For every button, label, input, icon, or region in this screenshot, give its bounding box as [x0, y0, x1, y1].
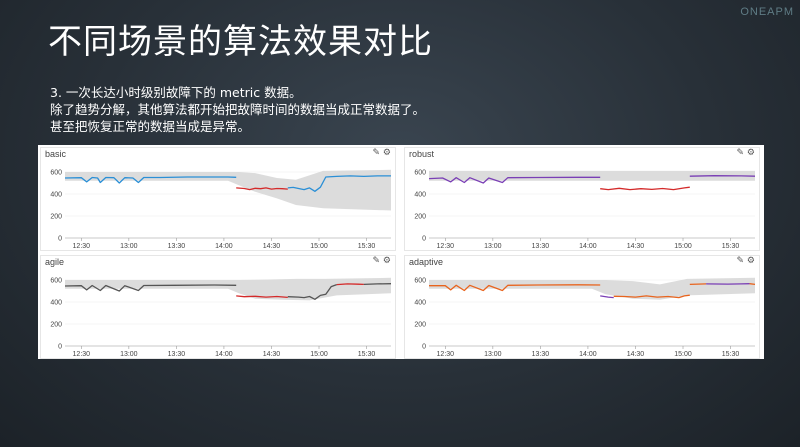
gear-icon[interactable]: ⚙ [382, 256, 391, 266]
x-tick-label: 13:30 [168, 243, 186, 250]
confidence-band [429, 277, 755, 300]
gear-icon[interactable]: ⚙ [746, 148, 755, 158]
gear-icon[interactable]: ⚙ [382, 148, 391, 158]
x-tick-label: 12:30 [437, 351, 455, 358]
x-tick-label: 15:30 [358, 243, 376, 250]
series-line-normal-orange [749, 283, 756, 286]
y-tick-label: 0 [422, 344, 426, 351]
description-line-1: 3. 一次长达小时级别故障下的 metric 数据。 [50, 85, 302, 100]
panel-adaptive: adaptive ✎ ⚙ 0 200 400 600 12:30 13:00 13:30 14:0… [404, 255, 760, 359]
x-tick-label: 15:00 [674, 351, 692, 358]
series-line-normal-orange [689, 283, 707, 286]
y-tick-label: 600 [50, 278, 62, 285]
edit-icon[interactable]: ✎ [372, 256, 383, 266]
panel-toolbar: ✎ ⚙ [373, 148, 391, 158]
panel-agile: agile ✎ ⚙ 0 200 400 600 12:30 13:00 13:30 14:00 14… [40, 255, 396, 359]
chart-title: agile [45, 257, 65, 267]
chart-canvas: 0 200 400 600 12:30 13:00 13:30 14:00 14:30 15:00… [50, 169, 391, 250]
description-line-3: 甚至把恢复正常的数据当成是异常。 [50, 119, 251, 134]
x-tick-label: 15:30 [722, 243, 740, 250]
y-tick-label: 400 [50, 192, 62, 199]
edit-icon[interactable]: ✎ [736, 256, 747, 266]
x-tick-label: 14:00 [579, 351, 597, 358]
x-tick-label: 13:00 [120, 351, 138, 358]
y-tick-label: 200 [50, 214, 62, 221]
x-tick-label: 13:30 [532, 243, 550, 250]
x-tick-label: 15:00 [310, 351, 328, 358]
x-tick-label: 12:30 [437, 243, 455, 250]
y-tick-label: 600 [50, 170, 62, 177]
panel-toolbar: ✎ ⚙ [737, 256, 755, 266]
series-line-normal-orange [613, 294, 690, 299]
y-tick-label: 200 [414, 214, 426, 221]
series-line-normal-gray [363, 283, 392, 286]
x-tick-label: 15:30 [358, 351, 376, 358]
x-tick-label: 13:00 [484, 351, 502, 358]
series-line-normal-purple [689, 175, 756, 177]
series-line-normal-purple [600, 295, 614, 299]
confidence-band [65, 169, 391, 211]
y-tick-label: 400 [414, 192, 426, 199]
series-line-anomaly [236, 295, 288, 299]
x-tick-label: 14:30 [263, 243, 281, 250]
panel-basic: basic ✎ ⚙ 0 200 400 600 12:30 13:00 13:30 14:00 14… [40, 147, 396, 251]
confidence-band [65, 277, 391, 301]
y-tick-label: 200 [414, 322, 426, 329]
x-tick-label: 13:00 [484, 243, 502, 250]
series-line-anomaly [336, 283, 364, 286]
y-tick-label: 0 [422, 236, 426, 243]
chart-canvas: 0 200 400 600 12:30 13:00 13:30 14:00 14:30 15:00… [50, 277, 392, 358]
panel-toolbar: ✎ ⚙ [373, 256, 391, 266]
x-tick-label: 13:00 [120, 243, 138, 250]
chart-title: basic [45, 149, 67, 159]
y-tick-label: 0 [58, 236, 62, 243]
chart-title: adaptive [409, 257, 444, 267]
y-tick-label: 200 [50, 322, 62, 329]
brand-logo: ONEAPM [740, 6, 794, 18]
x-tick-label: 14:00 [579, 243, 597, 250]
description-line-2: 除了趋势分解，其他算法都开始把故障时间的数据当成正常数据了。 [50, 102, 426, 117]
y-tick-label: 600 [414, 170, 426, 177]
x-tick-label: 15:00 [674, 243, 692, 250]
chart-canvas: 0 200 400 600 12:30 13:00 13:30 14:00 14:30 15:00… [414, 170, 756, 250]
x-tick-label: 14:00 [215, 351, 233, 358]
edit-icon[interactable]: ✎ [736, 148, 747, 158]
y-tick-label: 0 [58, 344, 62, 351]
panel-robust: robust ✎ ⚙ 0 200 400 600 12:30 13:00 13:30 14:00 1… [404, 147, 760, 251]
chart-grid: basic ✎ ⚙ 0 200 400 600 12:30 13:00 13:30 14:00 14… [38, 145, 764, 359]
series-line-normal-blue [287, 175, 391, 192]
x-tick-label: 13:30 [532, 351, 550, 358]
series-line-normal-orange [429, 284, 601, 292]
series-line-normal-blue [64, 176, 237, 184]
series-line-normal-purple [428, 176, 601, 184]
series-line-normal-gray [64, 284, 237, 292]
x-tick-label: 15:30 [722, 351, 740, 358]
gear-icon[interactable]: ⚙ [746, 256, 755, 266]
slide-title: 不同场景的算法效果对比 [48, 22, 433, 62]
x-tick-label: 13:30 [168, 351, 186, 358]
x-tick-label: 14:30 [627, 351, 645, 358]
x-tick-label: 14:00 [215, 243, 233, 250]
series-line-anomaly [600, 186, 690, 191]
edit-icon[interactable]: ✎ [372, 148, 383, 158]
series-line-normal-gray [287, 283, 337, 300]
chart-title: robust [409, 149, 435, 159]
x-tick-label: 14:30 [263, 351, 281, 358]
y-tick-label: 400 [50, 300, 62, 307]
x-tick-label: 14:30 [627, 243, 645, 250]
description: 3. 一次长达小时级别故障下的 metric 数据。 除了趋势分解，其他算法都开… [50, 84, 425, 135]
x-tick-label: 12:30 [73, 243, 91, 250]
panel-toolbar: ✎ ⚙ [737, 148, 755, 158]
chart-canvas: 0 200 400 600 12:30 13:00 13:30 14:00 14:30 15:00… [414, 277, 756, 358]
y-tick-label: 400 [414, 300, 426, 307]
y-tick-label: 600 [414, 278, 426, 285]
x-tick-label: 15:00 [310, 243, 328, 250]
series-line-anomaly [236, 187, 288, 191]
x-tick-label: 12:30 [73, 351, 91, 358]
